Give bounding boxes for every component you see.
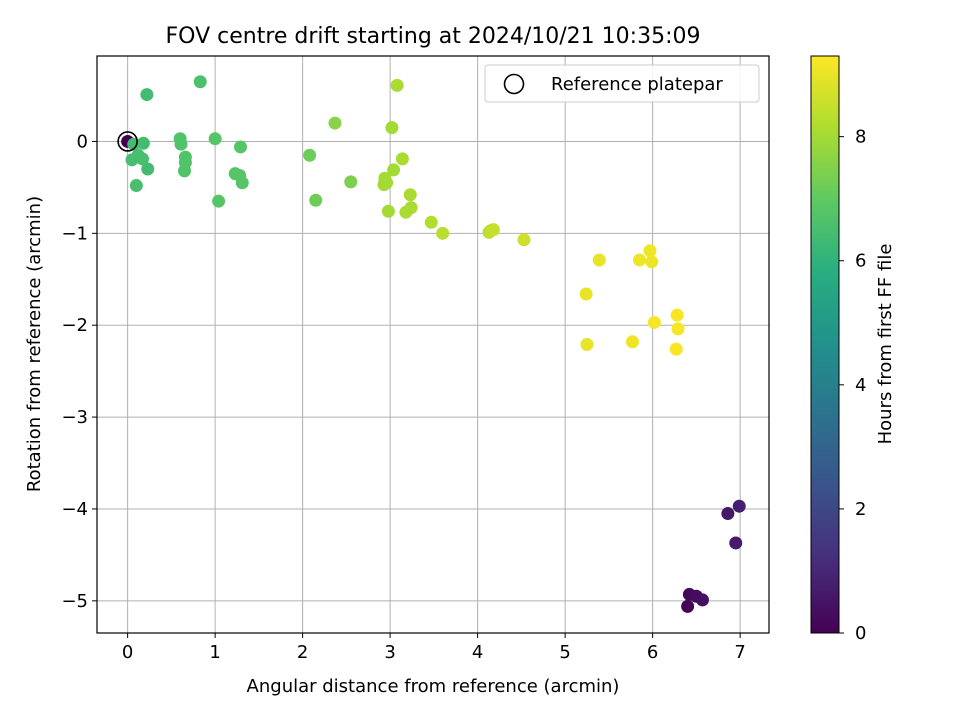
data-point [732, 499, 746, 513]
reference-platepar-marker [117, 131, 138, 152]
data-points [121, 75, 746, 613]
x-axis-ticks: 0 1 2 3 4 5 6 7 [122, 633, 746, 663]
y-axis-label: Rotation from reference (arcmin) [24, 196, 45, 492]
data-point [395, 152, 409, 166]
data-point [681, 599, 695, 613]
y-tick-label: 0 [77, 131, 88, 152]
data-point [234, 140, 247, 154]
x-tick-label: 1 [209, 642, 220, 663]
plot-area-frame [96, 55, 770, 634]
data-point [136, 152, 149, 166]
x-tick-label: 2 [297, 642, 308, 663]
data-point [436, 226, 450, 240]
data-point [669, 342, 683, 356]
x-tick-label: 4 [472, 642, 483, 663]
chart-title: FOV centre drift starting at 2024/10/21 … [166, 24, 701, 49]
data-point [633, 253, 646, 267]
grid [97, 56, 769, 633]
reference-marker [117, 131, 138, 152]
data-point [235, 176, 249, 190]
data-point [424, 215, 438, 229]
y-tick-label: −4 [61, 499, 88, 520]
x-tick-label: 6 [647, 642, 658, 663]
x-tick-label: 0 [122, 642, 133, 663]
data-point [380, 176, 394, 190]
data-point [643, 244, 657, 258]
data-point [387, 163, 401, 177]
data-point [141, 162, 155, 176]
y-tick-label: −5 [61, 591, 88, 612]
data-point [390, 78, 404, 92]
colorbar-tick-label: 8 [855, 127, 866, 148]
y-axis-ticks: 0 −1 −2 −3 −4 −5 [61, 131, 97, 612]
data-point [671, 322, 685, 336]
data-point [647, 315, 661, 329]
legend: Reference platepar [484, 64, 760, 103]
data-point [517, 233, 531, 247]
data-point [136, 136, 150, 150]
data-point [129, 179, 143, 193]
data-point [404, 201, 418, 215]
data-point [344, 175, 358, 189]
data-point [579, 287, 593, 301]
legend-reference-label: Reference platepar [551, 74, 723, 95]
data-point [721, 507, 735, 521]
data-point [309, 193, 323, 207]
x-tick-label: 5 [559, 642, 570, 663]
data-point [696, 593, 709, 607]
colorbar-tick-label: 6 [855, 251, 866, 272]
legend-box [484, 64, 760, 103]
y-tick-label: −2 [61, 315, 88, 336]
x-axis-label: Angular distance from reference (arcmin) [247, 676, 620, 697]
data-point [592, 253, 606, 267]
data-point [303, 148, 317, 162]
colorbar-tick-label: 0 [855, 623, 866, 644]
data-point [403, 188, 417, 202]
data-point [212, 194, 226, 208]
data-point [174, 137, 188, 151]
data-point [645, 255, 659, 269]
x-tick-label: 7 [734, 642, 745, 663]
data-point [193, 75, 207, 89]
data-point [626, 335, 639, 349]
colorbar-label: Hours from first FF file [875, 244, 896, 445]
data-point [328, 116, 342, 130]
data-point [178, 164, 191, 178]
colorbar-tick-label: 2 [855, 499, 866, 520]
data-point [385, 121, 399, 135]
data-point [580, 338, 594, 351]
data-point [486, 223, 500, 237]
data-point [729, 536, 743, 550]
data-point [381, 204, 395, 218]
colorbar [810, 55, 840, 634]
colorbar-tick-label: 4 [855, 375, 866, 396]
legend-reference-marker [503, 73, 525, 95]
data-point [670, 308, 684, 322]
colorbar-ticks: 0 2 4 6 8 [839, 127, 866, 644]
y-tick-label: −1 [61, 223, 88, 244]
data-point [140, 88, 154, 102]
data-point [208, 132, 222, 146]
x-tick-label: 3 [384, 642, 395, 663]
y-tick-label: −3 [61, 407, 88, 428]
